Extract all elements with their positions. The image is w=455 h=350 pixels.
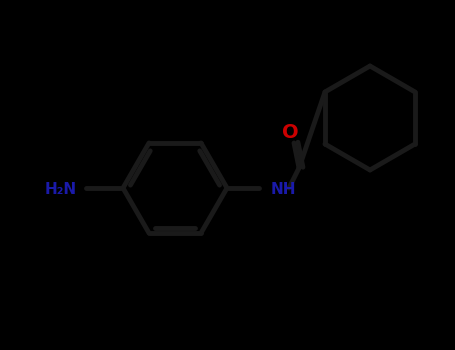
Text: NH: NH xyxy=(271,182,297,197)
Text: O: O xyxy=(282,124,298,142)
Text: H₂N: H₂N xyxy=(45,182,77,196)
